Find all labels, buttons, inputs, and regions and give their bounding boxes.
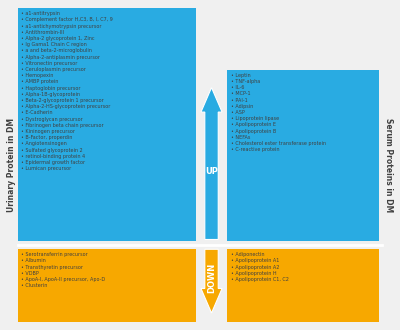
- Text: • Adiponectin
• Apolipoprotein A1
• Apolipoprotein A2
• Apolipoprotein H
• Apoli: • Adiponectin • Apolipoprotein A1 • Apol…: [231, 252, 288, 282]
- Text: DOWN: DOWN: [207, 263, 216, 293]
- Text: • a1-antitrypsin
• Complement factor H,C3, B, I, C7, 9
• a1-antichymotrypsin pre: • a1-antitrypsin • Complement factor H,C…: [22, 11, 113, 171]
- FancyBboxPatch shape: [18, 249, 196, 322]
- FancyBboxPatch shape: [18, 8, 196, 242]
- FancyArrow shape: [201, 249, 222, 313]
- Text: Urinary Protein in DM: Urinary Protein in DM: [7, 118, 16, 212]
- Text: UP: UP: [205, 167, 218, 176]
- FancyBboxPatch shape: [227, 70, 378, 242]
- FancyArrow shape: [201, 87, 222, 240]
- Text: Serum Proteins in DM: Serum Proteins in DM: [384, 118, 393, 212]
- FancyBboxPatch shape: [227, 249, 378, 322]
- Text: • Leptin
• TNF-alpha
• IL-6
• MCP-1
• PAI-1
• Adipsin
• ASP
• Lipoprotein lipase: • Leptin • TNF-alpha • IL-6 • MCP-1 • PA…: [231, 73, 326, 152]
- Text: • Serotransferrin precursor
• Albumin
• Transthyretin precursor
• VDBP
• ApoA-I,: • Serotransferrin precursor • Albumin • …: [22, 252, 106, 288]
